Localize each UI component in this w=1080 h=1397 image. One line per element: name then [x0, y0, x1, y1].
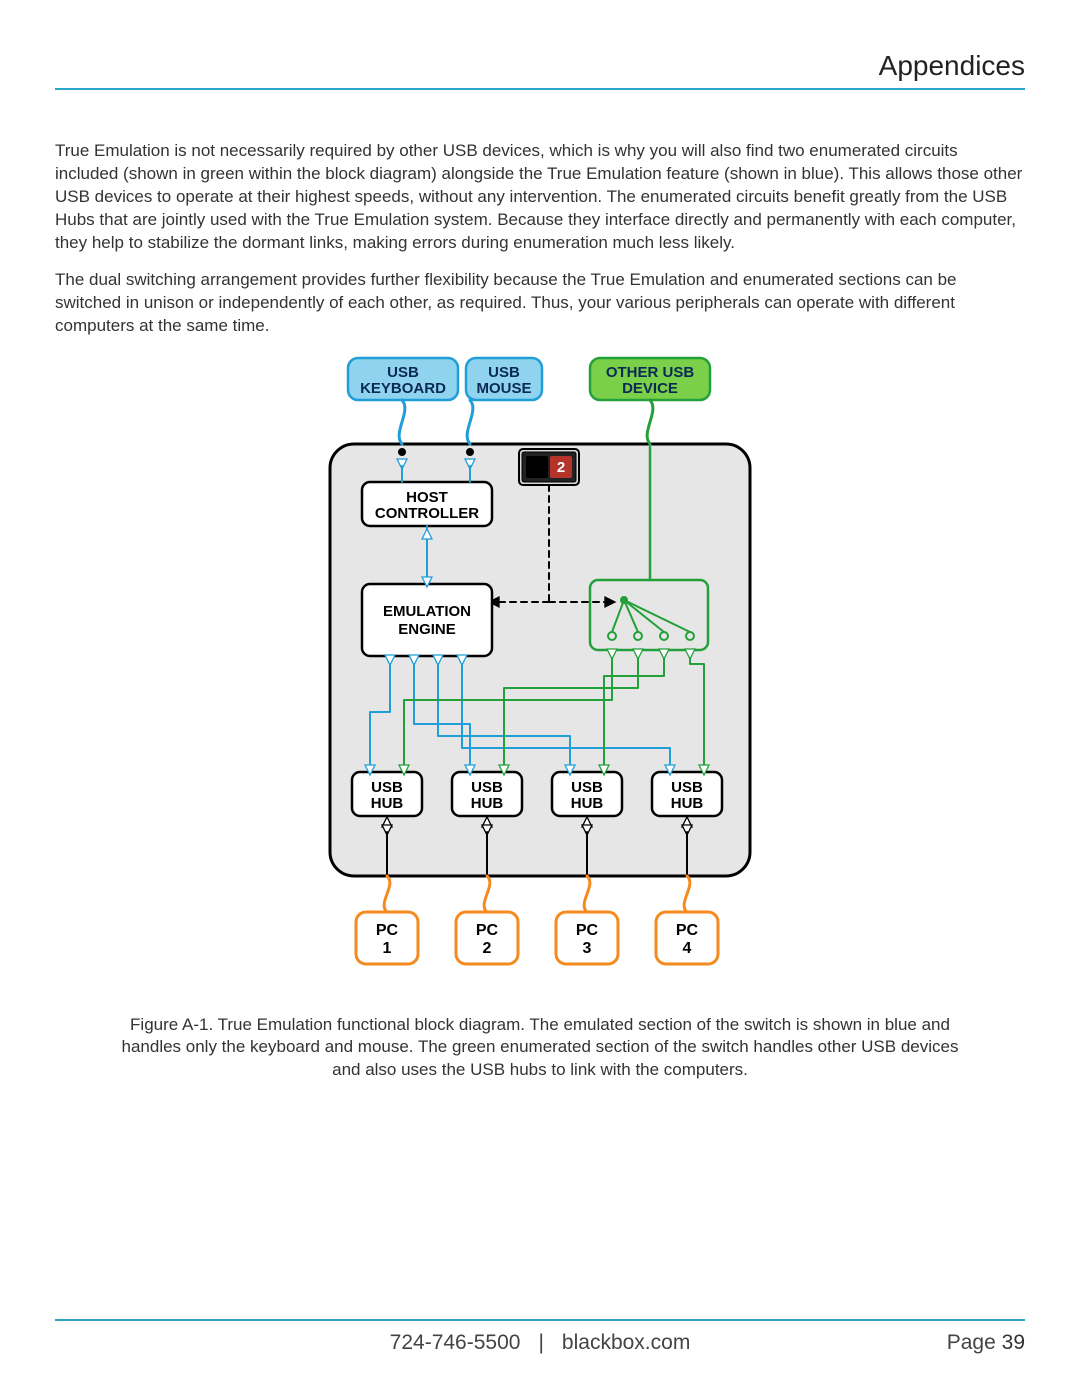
svg-text:2: 2	[557, 458, 565, 475]
figure-caption: Figure A-1. True Emulation functional bl…	[115, 1014, 965, 1083]
svg-text:CONTROLLER: CONTROLLER	[375, 504, 479, 521]
svg-text:EMULATION: EMULATION	[383, 602, 471, 619]
page-footer: 724-746-5500 | blackbox.com Page 39	[55, 1319, 1025, 1355]
page-header: Appendices	[55, 50, 1025, 90]
header-title: Appendices	[55, 50, 1025, 82]
svg-text:USB: USB	[471, 778, 503, 795]
footer-phone: 724-746-5500	[390, 1331, 521, 1355]
svg-text:PC: PC	[576, 922, 599, 939]
svg-text:USB: USB	[571, 778, 603, 795]
svg-text:USB: USB	[488, 363, 520, 380]
svg-text:PC: PC	[376, 922, 399, 939]
footer-site: blackbox.com	[562, 1331, 690, 1355]
svg-text:HOST: HOST	[406, 488, 448, 505]
svg-text:USB: USB	[371, 778, 403, 795]
svg-text:PC: PC	[476, 922, 499, 939]
svg-text:3: 3	[583, 940, 592, 957]
paragraph-2: The dual switching arrangement provides …	[55, 269, 1025, 338]
svg-text:HUB: HUB	[571, 794, 604, 811]
svg-text:USB: USB	[671, 778, 703, 795]
page-number: Page 39	[947, 1331, 1025, 1355]
svg-text:1: 1	[383, 940, 392, 957]
block-diagram: USBKEYBOARDUSBMOUSEOTHER USBDEVICE2HOSTC…	[290, 352, 790, 992]
svg-text:2: 2	[483, 940, 492, 957]
svg-text:KEYBOARD: KEYBOARD	[360, 379, 446, 396]
body-text: True Emulation is not necessarily requir…	[55, 140, 1025, 338]
paragraph-1: True Emulation is not necessarily requir…	[55, 140, 1025, 255]
diagram-container: USBKEYBOARDUSBMOUSEOTHER USBDEVICE2HOSTC…	[55, 352, 1025, 992]
footer-sep: |	[538, 1331, 543, 1355]
svg-text:USB: USB	[387, 363, 419, 380]
svg-text:HUB: HUB	[371, 794, 404, 811]
svg-text:4: 4	[683, 940, 692, 957]
svg-text:HUB: HUB	[671, 794, 704, 811]
svg-text:ENGINE: ENGINE	[398, 620, 456, 637]
svg-text:MOUSE: MOUSE	[476, 379, 531, 396]
svg-text:DEVICE: DEVICE	[622, 379, 678, 396]
svg-text:HUB: HUB	[471, 794, 504, 811]
svg-text:PC: PC	[676, 922, 699, 939]
svg-text:OTHER USB: OTHER USB	[606, 363, 695, 380]
